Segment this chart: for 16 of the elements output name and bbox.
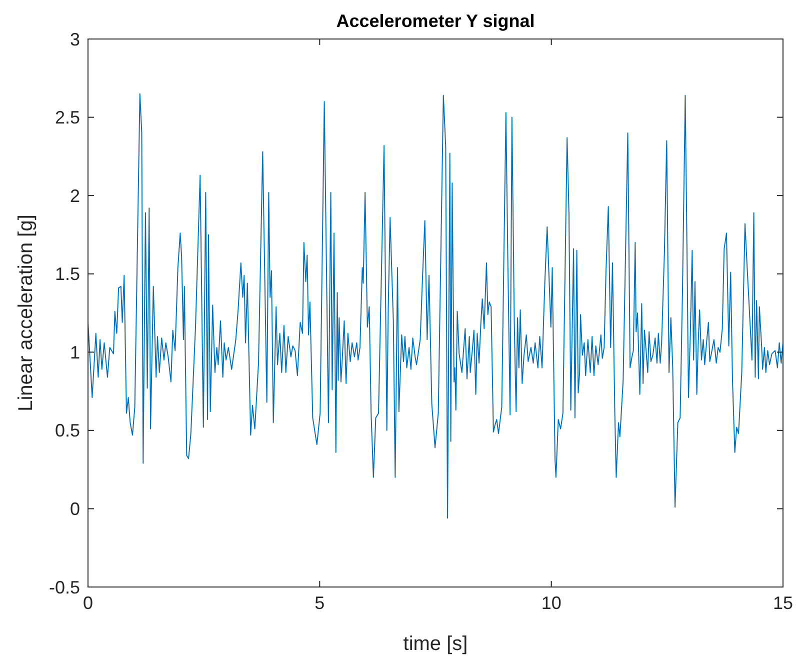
y-tick-label: -0.5 [48,577,80,598]
x-axis-title: time [s] [403,633,468,655]
x-tick-label: 15 [772,593,794,613]
x-tick-label: 5 [314,593,325,613]
y-tick-label: 1 [70,342,80,362]
y-tick-label: 3 [70,29,80,50]
y-tick-label: 2.5 [54,108,80,128]
y-tick-label: 2 [70,186,80,206]
chart-title: Accelerometer Y signal [336,11,535,31]
y-tick-label: 1.5 [54,264,80,284]
y-tick-label: 0.5 [54,420,80,441]
x-tick-label: 0 [82,593,94,613]
x-tick-label: 10 [541,593,562,613]
line-series [88,93,783,519]
y-axis-title: Linear acceleration [g] [15,214,37,412]
y-tick-label: 0 [70,499,80,520]
